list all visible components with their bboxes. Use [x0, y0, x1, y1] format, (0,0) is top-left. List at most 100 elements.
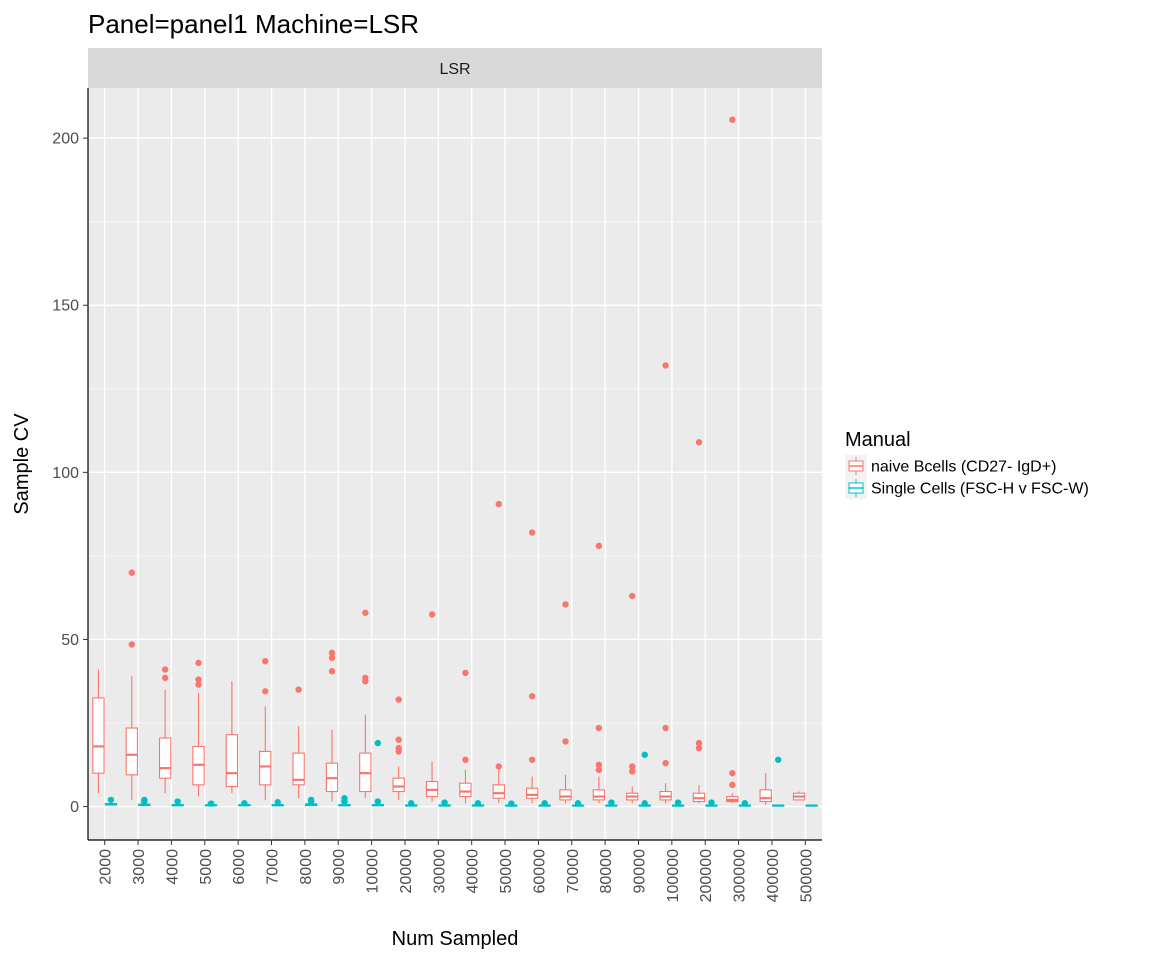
- box-1-21: [805, 804, 818, 807]
- box-outlier: [462, 669, 469, 677]
- box-iqr: [592, 789, 606, 801]
- box-outlier: [195, 681, 202, 688]
- box-0-19: [726, 116, 739, 804]
- x-tick-label: 50000: [498, 849, 515, 894]
- box-outlier: [307, 796, 315, 804]
- x-tick-label: 40000: [465, 849, 482, 894]
- box-0-10: [425, 611, 439, 802]
- box-0-1: [125, 569, 138, 800]
- box-outlier: [174, 798, 181, 805]
- x-tick-label: 10000: [365, 849, 382, 894]
- box-outlier: [629, 592, 636, 600]
- x-axis-title: Num Sampled: [392, 928, 519, 950]
- x-tick-label: 8000: [298, 849, 315, 885]
- box-1-8: [371, 739, 385, 807]
- box-outlier: [695, 744, 703, 752]
- box-outlier: [662, 362, 669, 369]
- box-1-19: [738, 800, 752, 807]
- x-tick-label: 5000: [198, 849, 215, 885]
- legend-label: naive Bcells (CD27- IgD+): [871, 459, 1056, 476]
- box-outlier: [562, 738, 569, 745]
- box-outlier: [695, 439, 703, 446]
- box-1-7: [338, 795, 351, 807]
- box-outlier: [595, 761, 603, 768]
- x-tick-label: 100000: [665, 849, 682, 902]
- x-tick-label: 70000: [565, 849, 582, 894]
- box-outlier: [662, 759, 669, 767]
- box-outlier: [395, 744, 402, 752]
- box-outlier: [207, 800, 215, 807]
- legend-item: Single Cells (FSC-H v FSC-W): [845, 477, 1089, 499]
- x-tick-label: 300000: [732, 849, 749, 902]
- box-0-21: [792, 791, 806, 801]
- box-outlier: [328, 654, 336, 662]
- box-outlier: [395, 736, 402, 743]
- box-0-3: [192, 659, 205, 797]
- box-1-1: [138, 796, 151, 807]
- box-iqr: [525, 787, 539, 799]
- plot-panel: [88, 88, 822, 840]
- box-outlier: [428, 611, 436, 618]
- box-outlier: [708, 799, 715, 806]
- box-0-2: [158, 666, 172, 794]
- box-1-18: [705, 799, 718, 807]
- box-outlier: [107, 796, 115, 804]
- x-tick-label: 7000: [265, 849, 282, 885]
- box-outlier: [674, 799, 682, 806]
- box-1-10: [438, 799, 451, 807]
- box-outlier: [528, 756, 536, 763]
- box-outlier: [262, 657, 269, 665]
- box-1-16: [638, 751, 651, 807]
- box-1-3: [204, 800, 218, 807]
- box-0-7: [325, 649, 339, 802]
- box-outlier: [374, 739, 382, 747]
- box-1-17: [671, 799, 685, 807]
- box-0-5: [259, 657, 272, 800]
- y-tick-label: 50: [61, 632, 79, 649]
- box-outlier: [328, 668, 336, 675]
- box-0-6: [292, 686, 305, 799]
- box-outlier: [641, 751, 648, 758]
- box-iqr: [492, 784, 505, 799]
- box-outlier: [241, 800, 248, 807]
- box-outlier: [629, 768, 636, 775]
- x-tick-label: 9000: [331, 849, 348, 885]
- legend-label: Single Cells (FSC-H v FSC-W): [871, 481, 1089, 498]
- box-0-11: [459, 669, 472, 804]
- box-outlier: [161, 666, 169, 673]
- box-0-20: [759, 773, 772, 805]
- x-tick-label: 2000: [98, 849, 115, 885]
- box-1-2: [171, 798, 184, 807]
- box-outlier: [262, 688, 269, 695]
- box-1-14: [571, 800, 585, 807]
- plot-title: Panel=panel1 Machine=LSR: [88, 9, 419, 39]
- box-1-6: [304, 796, 318, 807]
- box-iqr: [459, 782, 472, 798]
- box-outlier: [474, 800, 482, 807]
- box-iqr: [559, 789, 572, 801]
- x-tick-label: 3000: [131, 849, 148, 885]
- box-0-15: [592, 542, 606, 804]
- x-tick-label: 4000: [164, 849, 181, 885]
- box-0-12: [492, 500, 505, 804]
- x-tick-label: 200000: [698, 849, 715, 902]
- box-outlier: [608, 799, 615, 806]
- y-tick-label: 100: [52, 465, 79, 482]
- box-outlier: [729, 781, 736, 789]
- box-outlier: [395, 696, 402, 703]
- x-tick-label: 60000: [531, 849, 548, 894]
- box-iqr: [158, 737, 172, 779]
- x-tick-label: 500000: [798, 849, 815, 902]
- box-outlier: [574, 800, 582, 807]
- box-outlier: [341, 795, 348, 802]
- x-tick-label: 30000: [431, 849, 448, 894]
- box-outlier: [328, 649, 336, 657]
- box-iqr: [125, 727, 138, 776]
- boxplot-marks: [92, 116, 818, 807]
- box-1-9: [405, 800, 418, 807]
- box-outlier: [775, 756, 782, 763]
- box-outlier: [441, 799, 448, 806]
- box-outlier: [562, 601, 569, 608]
- box-outlier: [629, 763, 636, 770]
